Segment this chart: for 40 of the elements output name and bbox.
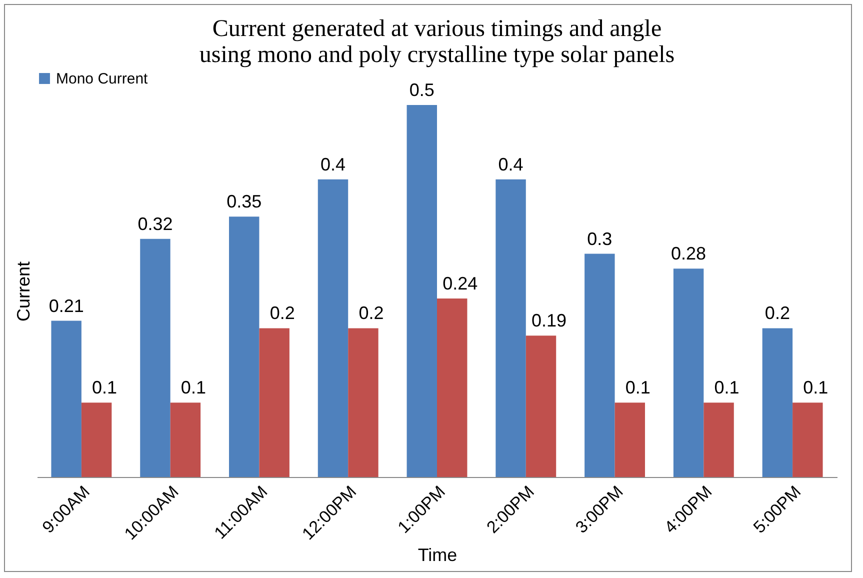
bar [259, 328, 290, 477]
bar [614, 402, 645, 477]
legend-label: Mono Current [56, 70, 149, 88]
data-label: 0.1 [92, 378, 118, 398]
bar [792, 402, 823, 477]
bar [229, 216, 260, 477]
y-axis-title: Current [14, 261, 34, 322]
data-label: 0.1 [180, 378, 206, 398]
bar [406, 105, 437, 477]
data-label: 0.4 [320, 154, 346, 174]
bar [318, 179, 348, 477]
data-label: 0.32 [138, 214, 173, 234]
bar [437, 298, 468, 477]
bar [526, 336, 556, 477]
chart-title: Current generated at various timings and angle using mono and poly crystalline type solar panels [199, 16, 675, 68]
bar [170, 402, 201, 477]
bar [673, 268, 704, 477]
bar [348, 328, 378, 477]
bar [584, 254, 615, 477]
data-label: 0.24 [442, 273, 478, 294]
x-axis-title: Time [418, 544, 458, 565]
bar [140, 238, 170, 477]
bar [704, 402, 734, 477]
bar [496, 179, 526, 477]
data-label: 0.19 [531, 310, 567, 331]
data-label: 0.3 [587, 228, 612, 249]
data-label: 0.2 [358, 303, 384, 324]
data-label: 0.28 [671, 244, 706, 264]
data-label: 0.2 [270, 303, 295, 324]
data-label: 0.1 [714, 378, 740, 398]
bar [81, 402, 112, 477]
bar [762, 328, 793, 477]
data-label: 0.2 [764, 303, 790, 324]
data-label: 0.1 [625, 378, 650, 398]
data-label: 0.5 [409, 80, 434, 100]
data-label: 0.1 [803, 378, 828, 398]
bar [51, 320, 82, 477]
data-label: 0.35 [226, 192, 262, 212]
data-label: 0.4 [498, 154, 524, 174]
data-label: 0.21 [48, 296, 84, 316]
